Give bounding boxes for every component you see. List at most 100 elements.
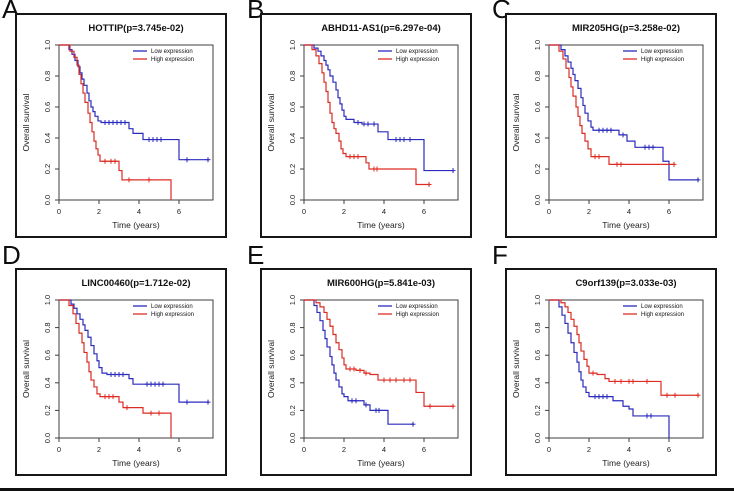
panel-c: C 0 2 4 6 Time (years) 1.0 0.8 0.6 0.4 0.2 0.0 Over… <box>490 0 734 245</box>
y-tick-label: 0.2 <box>533 164 542 174</box>
legend-label-high: High expression <box>396 57 439 63</box>
y-axis-label: Overall survival <box>21 340 31 398</box>
km-curve-high <box>549 299 699 396</box>
x-axis-label: Time (years) <box>602 458 650 468</box>
censor-marks-low <box>592 394 654 419</box>
x-tick-label: 6 <box>177 207 181 216</box>
km-plot-mir600hg: 0 2 4 6 Time (years) 1.0 0.8 0.6 0.4 0.2 0.0 Overal… <box>266 295 459 468</box>
censor-marks-low <box>596 127 701 183</box>
chart-title-f: C9orf139(p=3.033e-03) <box>575 278 677 289</box>
legend-label-high: High expression <box>641 312 684 318</box>
y-tick-label: 0.2 <box>43 405 52 415</box>
y-tick-label: 0.2 <box>288 164 297 174</box>
km-curve-high <box>59 299 172 438</box>
x-tick-label: 2 <box>342 207 346 216</box>
km-curve-high <box>549 44 675 165</box>
y-tick-label: 1.0 <box>533 40 542 50</box>
x-tick-label: 6 <box>422 207 426 216</box>
legend-label-low: Low expression <box>641 49 683 55</box>
km-curve-high <box>304 299 454 407</box>
panel-letter-f: F <box>492 240 508 270</box>
x-axis-label: Time (years) <box>602 220 650 230</box>
y-tick-label: 0.0 <box>43 195 52 205</box>
panel-box-f: 0 2 4 6 Time (years) 1.0 0.8 0.6 0.4 0.2 0.0 Overal… <box>505 268 717 476</box>
legend-label-low: Low expression <box>396 49 438 55</box>
x-tick-label: 4 <box>627 445 631 454</box>
y-tick-label: 0.2 <box>533 405 542 415</box>
y-tick-label: 0.8 <box>43 322 52 332</box>
legend-label-high: High expression <box>641 57 684 63</box>
x-tick-label: 6 <box>422 445 426 454</box>
legend-label-low: Low expression <box>396 304 438 310</box>
panel-b: B 0 2 4 6 Time (years) 1.0 0.8 0.6 0.4 0.2 0.0 Over… <box>245 0 489 245</box>
y-tick-label: 1.0 <box>533 295 542 305</box>
y-tick-label: 0.8 <box>533 71 542 81</box>
km-plot-c9orf139: 0 2 4 6 Time (years) 1.0 0.8 0.6 0.4 0.2 0.0 Overal… <box>511 295 704 468</box>
km-curve-low <box>549 299 670 438</box>
km-curve-low <box>304 299 414 425</box>
km-plot-linc00460: 0 2 4 6 Time (years) 1.0 0.8 0.6 0.4 0.2 0.0 Overal… <box>21 295 214 468</box>
plot-frame <box>303 299 459 439</box>
y-tick-label: 1.0 <box>288 295 297 305</box>
y-tick-label: 0.8 <box>288 71 297 81</box>
km-curve-low <box>549 44 699 181</box>
x-axis-label: Time (years) <box>112 458 160 468</box>
km-curve-low <box>59 44 209 161</box>
censor-marks-high <box>102 394 162 416</box>
panel-box-e: 0 2 4 6 Time (years) 1.0 0.8 0.6 0.4 0.2 0.0 Overal… <box>260 268 472 476</box>
chart-title-c: MIR205HG(p=3.258e-02) <box>572 23 680 34</box>
censor-marks-high <box>590 370 701 398</box>
x-tick-label: 0 <box>57 445 61 454</box>
legend-label-low: Low expression <box>151 49 193 55</box>
y-tick-label: 0.8 <box>43 71 52 81</box>
legend-label-low: Low expression <box>641 304 683 310</box>
panel-box-b: 0 2 4 6 Time (years) 1.0 0.8 0.6 0.4 0.2 0.0 Overal… <box>260 13 472 238</box>
x-axis-label: Time (years) <box>112 220 160 230</box>
y-axis-label: Overall survival <box>511 93 521 151</box>
y-tick-label: 0.6 <box>533 350 542 360</box>
x-tick-label: 4 <box>137 207 141 216</box>
plot-frame <box>58 44 214 201</box>
x-tick-label: 2 <box>587 207 591 216</box>
x-tick-label: 6 <box>177 445 181 454</box>
y-axis-label: Overall survival <box>511 340 521 398</box>
chart-title-b: ABHD11-AS1(p=6.297e-04) <box>321 23 441 34</box>
y-tick-label: 1.0 <box>288 40 297 50</box>
x-tick-label: 4 <box>627 207 631 216</box>
y-tick-label: 0.6 <box>43 102 52 112</box>
legend-label-high: High expression <box>396 312 439 318</box>
x-tick-label: 2 <box>97 207 101 216</box>
x-tick-label: 0 <box>547 445 551 454</box>
panel-f: F 0 2 4 6 Time (years) 1.0 0.8 0.6 0.4 0.2 0.0 Over… <box>490 240 734 491</box>
censor-marks-high <box>347 154 432 187</box>
x-tick-label: 4 <box>382 445 386 454</box>
y-tick-label: 0.0 <box>288 433 297 443</box>
y-tick-label: 1.0 <box>43 40 52 50</box>
km-plot-abhd11-as1: 0 2 4 6 Time (years) 1.0 0.8 0.6 0.4 0.2 0.0 Overal… <box>266 40 459 230</box>
x-tick-label: 6 <box>667 207 671 216</box>
y-tick-label: 0.4 <box>533 133 542 143</box>
x-tick-label: 0 <box>547 207 551 216</box>
plot-frame <box>548 44 704 201</box>
y-tick-label: 0.6 <box>288 102 297 112</box>
plot-frame <box>548 299 704 439</box>
x-tick-label: 2 <box>342 445 346 454</box>
censor-marks-high <box>102 158 152 183</box>
y-tick-label: 0.6 <box>533 102 542 112</box>
y-axis-label: Overall survival <box>21 93 31 151</box>
legend-label-high: High expression <box>151 57 194 63</box>
y-tick-label: 0.6 <box>288 350 297 360</box>
censor-marks-low <box>108 372 211 405</box>
y-tick-label: 0.4 <box>43 133 52 143</box>
panel-d: D 0 2 4 6 Time (years) 1.0 0.8 0.6 0.4 0.2 0.0 Over… <box>0 240 244 491</box>
x-tick-label: 6 <box>667 445 671 454</box>
censor-marks-high <box>592 154 677 167</box>
y-axis-label: Overall survival <box>266 340 276 398</box>
km-curve-low <box>304 44 454 172</box>
figure-bottom-rule <box>0 488 734 491</box>
y-tick-label: 0.4 <box>43 378 52 388</box>
x-tick-label: 0 <box>302 445 306 454</box>
y-tick-label: 1.0 <box>43 295 52 305</box>
panel-letter-d: D <box>2 240 21 270</box>
